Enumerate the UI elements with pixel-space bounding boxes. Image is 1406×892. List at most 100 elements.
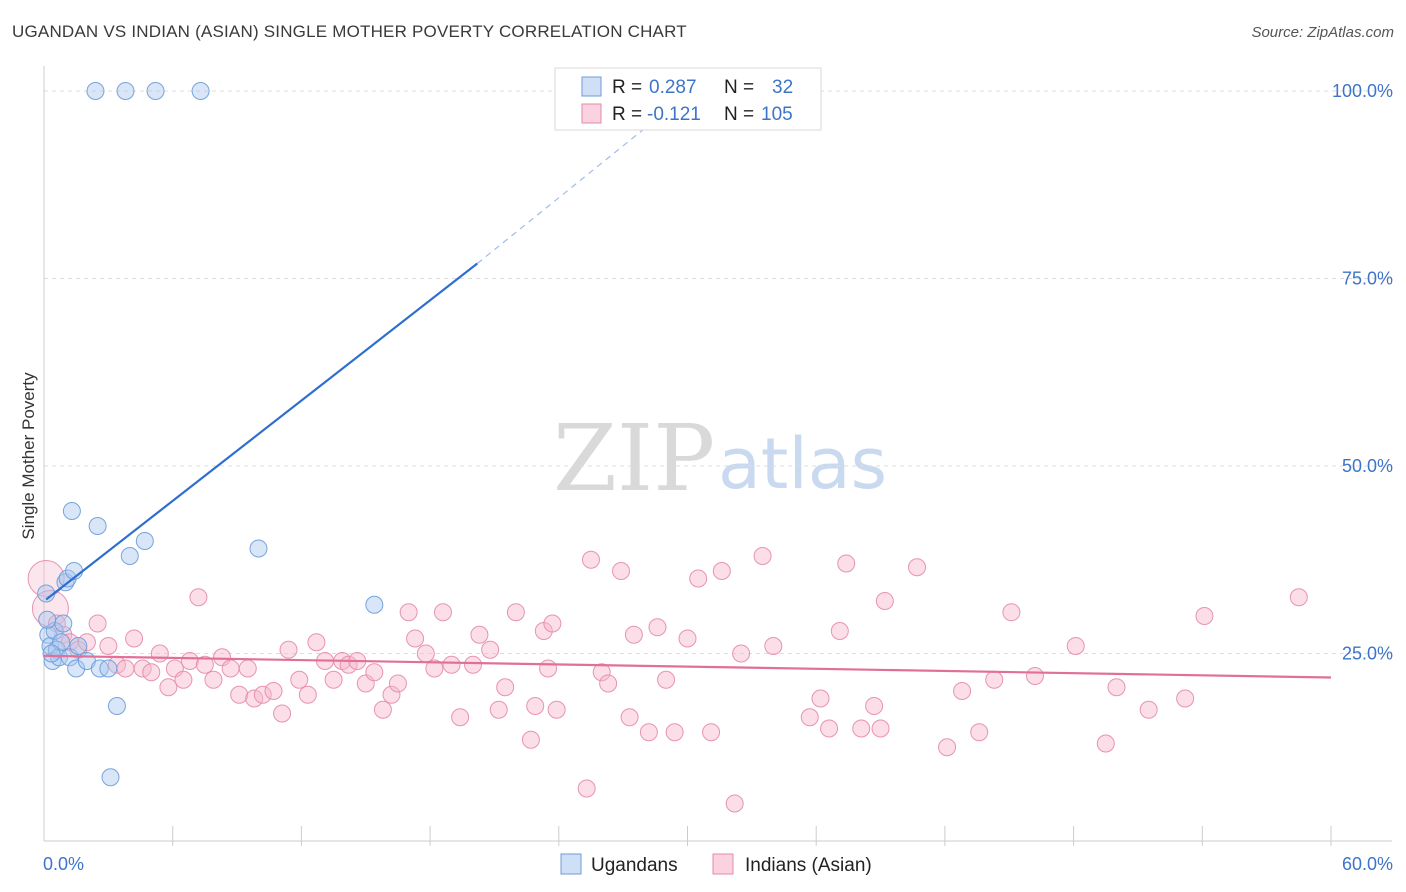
point-indians (908, 558, 927, 577)
point-indians (830, 622, 849, 640)
point-indians (970, 723, 989, 742)
point-indians (689, 569, 708, 588)
point-indians (425, 659, 444, 678)
legend-n-label-1: N = (724, 77, 754, 98)
watermark-zip: ZIP (553, 405, 715, 512)
point-indians (871, 719, 890, 738)
point-indians (539, 659, 558, 678)
legend-swatch-indians (581, 103, 602, 124)
point-indians (820, 719, 839, 738)
point-indians (406, 629, 425, 648)
point-indians (1096, 734, 1115, 753)
x-tick-label: 60.0% (1342, 854, 1393, 874)
point-ugandans (54, 614, 73, 633)
point-indians (238, 659, 257, 678)
point-indians (732, 644, 751, 663)
point-indians (399, 603, 418, 622)
point-indians (195, 655, 214, 674)
point-ugandans (249, 539, 268, 558)
point-indians (865, 697, 884, 715)
point-indians (142, 663, 161, 682)
point-indians (599, 674, 618, 693)
point-indians (811, 689, 830, 708)
point-ugandans (101, 768, 120, 787)
point-indians (1289, 588, 1308, 607)
point-indians (307, 633, 326, 652)
point-indians (547, 700, 566, 719)
point-indians (189, 588, 208, 607)
axes (43, 66, 1392, 846)
legend-n-label-2: N = (724, 104, 754, 125)
point-ugandans (135, 532, 154, 550)
y-tick-label: 25.0% (1342, 644, 1393, 664)
point-indians (1195, 607, 1214, 625)
point-indians (1107, 678, 1126, 697)
trend-line-ugandans (45, 262, 478, 601)
point-indians (800, 708, 819, 727)
point-indians (648, 618, 667, 637)
point-indians (489, 700, 508, 719)
point-indians (665, 723, 684, 742)
point-ugandans (38, 610, 57, 629)
point-indians (279, 640, 298, 659)
point-indians (442, 655, 461, 674)
legend-swatch-indians-bottom (712, 853, 734, 875)
point-indians (125, 629, 144, 648)
point-indians (365, 663, 384, 682)
point-indians (1025, 667, 1044, 685)
point-indians (116, 659, 135, 678)
point-indians (1176, 689, 1195, 708)
point-indians (624, 625, 643, 644)
point-indians (577, 779, 596, 798)
point-ugandans (191, 82, 210, 100)
point-ugandans (146, 82, 165, 100)
grid-lines (44, 90, 1392, 654)
trend-lines (43, 128, 1332, 679)
point-indians (1066, 637, 1085, 655)
point-indians (388, 674, 407, 693)
legend-swatch-ugandans-bottom (560, 853, 582, 875)
point-indians (1139, 700, 1158, 719)
point-indians (581, 550, 600, 569)
x-tick-label: 0.0% (43, 854, 84, 874)
series-legend: Ugandans Indians (Asian) (560, 853, 872, 876)
point-indians (612, 562, 631, 580)
legend-r-value-2: -0.121 (647, 104, 701, 125)
point-indians (451, 708, 470, 727)
point-indians (245, 689, 264, 708)
point-indians (324, 670, 343, 689)
point-indians (416, 644, 435, 663)
point-indians (712, 562, 731, 580)
point-indians (298, 685, 317, 704)
point-ugandans (58, 569, 77, 588)
point-indians (88, 614, 107, 633)
chart-source: Source: ZipAtlas.com (1251, 24, 1394, 41)
point-indians (875, 592, 894, 610)
point-ugandans (120, 547, 139, 565)
point-indians (592, 663, 611, 682)
point-indians (938, 738, 957, 757)
point-ugandans (107, 697, 126, 715)
point-indians (230, 685, 249, 704)
legend-r-label-1: R = (612, 77, 642, 98)
correlation-legend: R = 0.287 N = 32 R = -0.121 N = 105 (554, 67, 822, 131)
y-tick-label: 100.0% (1332, 81, 1393, 101)
point-indians (221, 659, 240, 678)
point-indians (150, 644, 169, 663)
legend-n-value-2: 105 (761, 104, 793, 125)
point-indians (77, 633, 96, 652)
y-tick-labels: 25.0% 50.0% 75.0% 100.0% (1332, 81, 1393, 664)
legend-r-value-1: 0.287 (649, 77, 697, 98)
watermark-atlas: atlas (718, 423, 887, 505)
point-indians (764, 637, 783, 655)
point-indians (27, 560, 65, 597)
point-ugandans (69, 637, 88, 655)
point-indians (133, 659, 152, 678)
legend-label-indians: Indians (Asian) (745, 855, 872, 876)
point-indians (264, 682, 283, 700)
point-indians (382, 685, 401, 704)
point-ugandans (62, 502, 81, 520)
point-ugandans (365, 595, 384, 614)
legend-label-ugandans: Ugandans (591, 855, 678, 876)
